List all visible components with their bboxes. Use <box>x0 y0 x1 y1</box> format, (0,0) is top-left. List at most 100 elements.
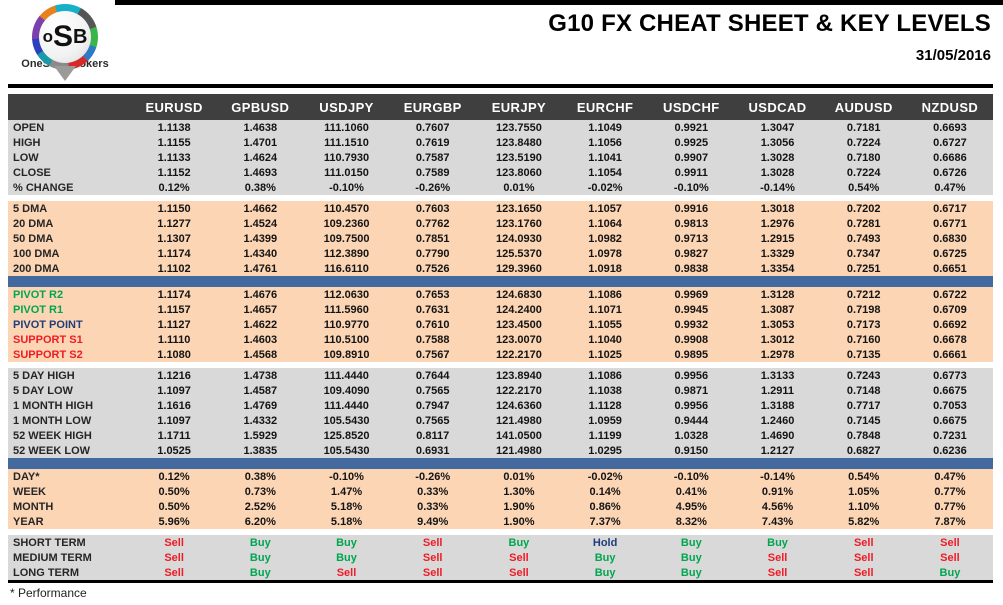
row-label-1-month-low: 1 MONTH LOW <box>13 414 92 427</box>
table-row-high: HIGH 1.1155 1.4701 111.1510 0.7619 123.8480 1.… <box>8 135 993 150</box>
cell-eurjpy-year: 1.90% <box>503 515 535 528</box>
cell-eurgbp-pivot-r2: 0.7653 <box>415 288 450 301</box>
cell-eurgbp-medium-term: Sell <box>422 551 443 564</box>
cell-audusd-100-dma: 0.7347 <box>846 247 881 260</box>
row-label-200-dma: 200 DMA <box>13 262 60 275</box>
cell-usdjpy-52-week-low: 105.5430 <box>323 444 370 457</box>
cell-usdcad-pivot-r1: 1.3087 <box>760 303 795 316</box>
table-row-low: LOW 1.1133 1.4624 110.7930 0.7587 123.5190 1.1… <box>8 150 993 165</box>
header-divider-rule <box>8 84 993 88</box>
cell-nzdusd-change: 0.47% <box>934 181 966 194</box>
cell-gpbusd-support-s2: 1.4568 <box>243 348 278 361</box>
cell-eurgbp-1-month-high: 0.7947 <box>415 399 450 412</box>
row-label-52-week-high: 52 WEEK HIGH <box>13 429 92 442</box>
cell-usdcad-52-week-low: 1.2127 <box>760 444 795 457</box>
cell-eurusd-short-term: Sell <box>164 536 184 549</box>
cell-usdchf-medium-term: Buy <box>680 551 702 564</box>
table-row-month: MONTH 0.50% 2.52% 5.18% 0.33% 1.90% 0.86% 4.95%… <box>8 499 993 514</box>
cell-eurusd-medium-term: Sell <box>164 551 184 564</box>
column-header-eurjpy: EURJPY <box>491 99 547 115</box>
row-label-month: MONTH <box>13 500 54 513</box>
logo-letter-o: o <box>42 27 53 46</box>
cell-eurjpy-50-dma: 124.0930 <box>495 232 542 245</box>
cell-gpbusd-pivot-point: 1.4622 <box>243 318 278 331</box>
table-row-short-term: SHORT TERM Sell Buy Buy Sell Buy Hold Buy Buy Sel… <box>8 535 993 550</box>
cell-usdjpy-5-day-high: 111.4440 <box>324 369 369 382</box>
cell-usdcad-5-dma: 1.3018 <box>760 202 795 215</box>
cell-audusd-close: 0.7224 <box>846 166 881 179</box>
cell-usdchf-52-week-high: 1.0328 <box>674 429 709 442</box>
cell-usdcad-200-dma: 1.3354 <box>760 262 795 275</box>
cell-eurusd-high: 1.1155 <box>157 136 191 149</box>
column-header-eurchf: EURCHF <box>576 99 634 115</box>
cell-eurgbp-day: -0.26% <box>415 470 451 483</box>
cell-usdjpy-medium-term: Buy <box>336 551 357 564</box>
cell-audusd-pivot-point: 0.7173 <box>846 318 881 331</box>
table-row-year: YEAR 5.96% 6.20% 5.18% 9.49% 1.90% 7.37% 8.32% 7… <box>8 514 993 529</box>
cell-eurchf-month: 0.86% <box>589 500 621 513</box>
row-label-low: LOW <box>13 151 39 164</box>
cell-gpbusd-medium-term: Buy <box>249 551 271 564</box>
cell-eurchf-5-day-high: 1.1086 <box>588 369 622 382</box>
cell-usdcad-open: 1.3047 <box>760 121 795 134</box>
cell-audusd-low: 0.7180 <box>846 151 881 164</box>
fx-table: EURUSD GPBUSD USDJPY EURGBP EURJPY EURCHF USDC… <box>8 94 993 580</box>
cell-gpbusd-month: 2.52% <box>244 500 276 513</box>
column-header-nzdusd: NZDUSD <box>921 99 979 115</box>
cell-nzdusd-medium-term: Sell <box>940 551 960 564</box>
cell-usdcad-day: -0.14% <box>760 470 795 483</box>
cell-eurgbp-support-s1: 0.7588 <box>415 333 450 346</box>
cell-eurgbp-pivot-r1: 0.7631 <box>415 303 450 316</box>
section-performance: DAY* 0.12% 0.38% -0.10% -0.26% 0.01% -0.02% -0.… <box>8 469 993 529</box>
cell-usdjpy-day: -0.10% <box>329 470 364 483</box>
cell-eurgbp-200-dma: 0.7526 <box>415 262 450 275</box>
cell-eurjpy-5-dma: 123.1650 <box>495 202 542 215</box>
cell-audusd-52-week-high: 0.7848 <box>846 429 881 442</box>
cell-nzdusd-day: 0.47% <box>934 470 966 483</box>
cell-audusd-1-month-low: 0.7145 <box>846 414 881 427</box>
cell-usdcad-100-dma: 1.3329 <box>760 247 795 260</box>
cell-gpbusd-week: 0.73% <box>244 485 276 498</box>
row-label-52-week-low: 52 WEEK LOW <box>13 444 91 457</box>
cell-eurjpy-20-dma: 123.1760 <box>495 217 542 230</box>
cell-usdjpy-year: 5.18% <box>330 515 363 528</box>
table-row-200-dma: 200 DMA 1.1102 1.4761 116.6110 0.7526 129.396… <box>8 261 993 276</box>
cell-usdjpy-5-day-low: 109.4090 <box>323 384 370 397</box>
table-row-52-week-high: 52 WEEK HIGH 1.1711 1.5929 125.8520 0.8117 14… <box>8 428 993 443</box>
section-dma: 5 DMA 1.1150 1.4662 110.4570 0.7603 123.1650 1… <box>8 201 993 276</box>
cell-nzdusd-short-term: Sell <box>940 536 960 549</box>
cell-eurjpy-pivot-r1: 124.2400 <box>495 303 542 316</box>
cell-gpbusd-short-term: Buy <box>249 536 271 549</box>
cell-audusd-5-day-high: 0.7243 <box>846 369 881 382</box>
cell-usdjpy-close: 111.0150 <box>324 166 369 179</box>
section-separator-bar <box>8 458 993 469</box>
cell-eurchf-1-month-low: 1.0959 <box>588 414 622 427</box>
cell-nzdusd-pivot-point: 0.6692 <box>933 318 967 331</box>
table-row-support-s1: SUPPORT S1 1.1110 1.4603 110.5100 0.7588 123.… <box>8 332 993 347</box>
cell-usdcad-month: 4.56% <box>761 500 794 513</box>
cell-usdjpy-change: -0.10% <box>329 181 364 194</box>
cell-gpbusd-5-dma: 1.4662 <box>243 202 278 215</box>
row-label-50-dma: 50 DMA <box>13 232 54 245</box>
section-pivots: PIVOT R2 1.1174 1.4676 112.0630 0.7653 124.68… <box>8 287 993 362</box>
cell-eurgbp-week: 0.33% <box>417 485 449 498</box>
cell-nzdusd-week: 0.77% <box>934 485 966 498</box>
table-row-open: OPEN 1.1138 1.4638 111.1060 0.7607 123.7550 1.… <box>8 120 993 135</box>
cell-gpbusd-long-term: Buy <box>249 566 271 579</box>
cell-usdcad-medium-term: Sell <box>767 551 788 564</box>
cell-eurjpy-short-term: Buy <box>508 536 530 549</box>
cell-usdcad-week: 0.91% <box>761 485 794 498</box>
cell-usdjpy-pivot-point: 110.9770 <box>323 318 370 331</box>
cell-eurjpy-200-dma: 129.3960 <box>495 262 542 275</box>
cell-nzdusd-100-dma: 0.6725 <box>933 247 967 260</box>
cell-nzdusd-1-month-high: 0.7053 <box>933 399 967 412</box>
cell-eurusd-open: 1.1138 <box>157 121 191 134</box>
cell-eurusd-200-dma: 1.1102 <box>157 262 191 275</box>
column-header-gpbusd: GPBUSD <box>231 99 290 115</box>
cell-usdchf-high: 0.9925 <box>674 136 709 149</box>
cell-eurjpy-pivot-r2: 124.6830 <box>495 288 542 301</box>
cell-usdchf-support-s1: 0.9908 <box>674 333 709 346</box>
cell-nzdusd-200-dma: 0.6651 <box>933 262 967 275</box>
